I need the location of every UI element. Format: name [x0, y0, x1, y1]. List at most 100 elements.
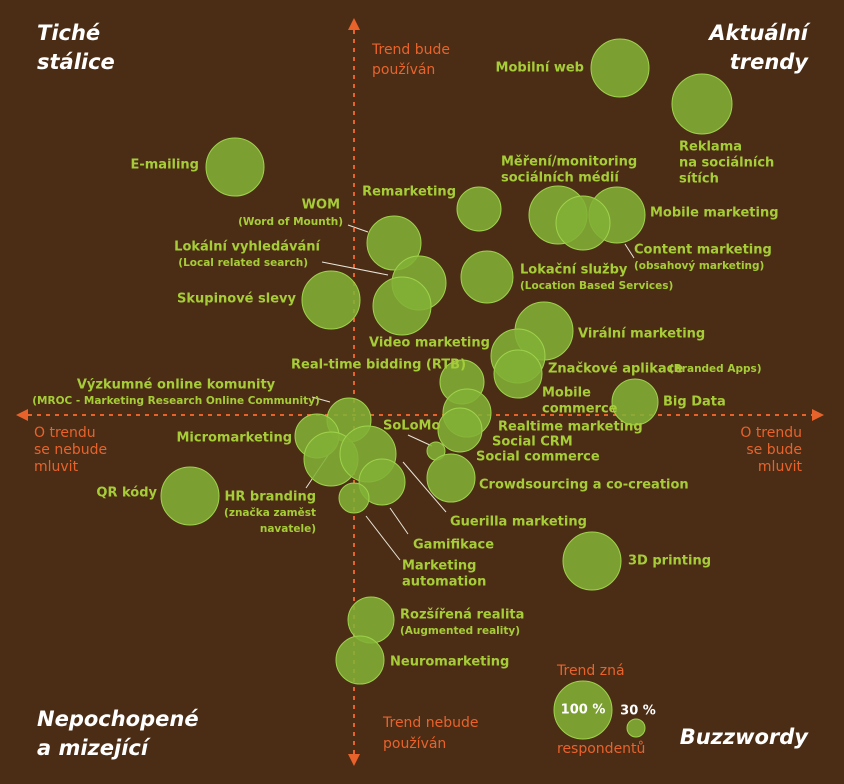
arrow-down: [348, 754, 360, 766]
node-label: Neuromarketing: [390, 655, 509, 670]
node-label: HR branding: [225, 490, 316, 505]
node-note: (MROC - Marketing Research Online Commun…: [32, 395, 320, 407]
node-note: (Branded Apps): [669, 363, 762, 375]
arrow-right: [812, 409, 824, 421]
node-note: (Word of Mounth): [238, 216, 343, 228]
axis-label: Trend nebude: [382, 715, 479, 731]
node-label: Marketing: [402, 559, 476, 574]
node-note: (Location Based Services): [520, 280, 673, 292]
bubble: [358, 458, 406, 506]
node-label: na sociálních: [679, 156, 774, 171]
bubble: [205, 137, 265, 197]
leader: [389, 507, 409, 535]
bubble: [335, 635, 385, 685]
bubble: [553, 680, 613, 740]
node-note: navatele): [260, 523, 316, 535]
node-label: Social CRM: [492, 435, 573, 450]
quadrant-label: a mizející: [37, 736, 151, 760]
node-label: Mobile: [542, 386, 591, 401]
bubble: [460, 250, 514, 304]
axis-label: používán: [383, 736, 446, 752]
bubble: [671, 73, 733, 135]
legend-unit: respondentů: [557, 741, 645, 757]
bubble: [626, 718, 646, 738]
node-note: (značka zaměst: [224, 507, 316, 519]
quadrant-label: stálice: [37, 50, 115, 74]
node-label: automation: [402, 575, 486, 590]
axis-label: mluvit: [758, 459, 803, 475]
bubble: [366, 215, 422, 271]
node-label: 3D printing: [628, 554, 711, 569]
node-label: Skupinové slevy: [177, 292, 297, 307]
bubbles: [160, 38, 733, 740]
bubble: [555, 195, 611, 251]
node-note: (obsahový marketing): [634, 260, 764, 272]
node-label: Gamifikace: [413, 538, 494, 553]
leader: [624, 243, 635, 259]
bubble: [160, 466, 220, 526]
leader: [365, 515, 401, 561]
node-label: Video marketing: [369, 336, 490, 351]
bubble: [590, 38, 650, 98]
legend-title: Trend zná: [556, 663, 625, 679]
node-label: Výzkumné online komunity: [77, 378, 276, 393]
node-label: Měření/monitoring: [501, 155, 637, 170]
leader: [402, 461, 447, 513]
bubble: [456, 186, 502, 232]
bubble: [611, 378, 659, 426]
node-label: WOM: [302, 198, 340, 213]
axis-label: používán: [372, 62, 435, 78]
node-label: sociálních médií: [501, 171, 620, 186]
axis-label: O trendu: [34, 425, 96, 441]
axis-label: se nebude: [34, 442, 107, 458]
arrow-up: [348, 18, 360, 30]
bubble: [301, 270, 361, 330]
node-label: Lokační služby: [520, 263, 628, 278]
node-label: Micromarketing: [176, 431, 292, 446]
bubble: [437, 407, 483, 453]
node-label: QR kódy: [96, 486, 157, 501]
node-label: sítích: [679, 172, 719, 187]
quadrant-label: Tiché: [37, 21, 100, 45]
node-label: Rozšířená realita: [400, 608, 524, 623]
node-label: Crowdsourcing a co-creation: [479, 478, 689, 493]
axis-label: mluvit: [34, 459, 79, 475]
legend-large: 100 %: [561, 703, 606, 718]
node-label: commerce: [542, 402, 618, 417]
bubble: [562, 531, 622, 591]
node-label: E-mailing: [130, 158, 199, 173]
leader: [311, 396, 331, 403]
axis-label: Trend bude: [371, 42, 450, 58]
node-label: Mobile marketing: [650, 206, 779, 221]
node-label: Virální marketing: [578, 327, 705, 342]
bubble: [372, 276, 432, 336]
node-label: Content marketing: [634, 243, 772, 258]
arrow-left: [16, 409, 28, 421]
node-label: Realtime marketing: [498, 420, 643, 435]
node-label: Značkové aplikace: [548, 362, 683, 377]
legend-small: 30 %: [620, 704, 656, 719]
node-label: SoLoMo: [383, 419, 440, 434]
node-label: Guerilla marketing: [450, 515, 587, 530]
quadrant-label: Nepochopené: [37, 707, 199, 731]
leader: [407, 434, 433, 447]
quadrant-label: trendy: [730, 50, 810, 74]
bubble: [493, 349, 543, 399]
node-label: Mobilní web: [496, 61, 584, 76]
node-note: (Augmented reality): [400, 625, 520, 637]
node-label: Lokální vyhledávání: [174, 240, 321, 255]
node-label: Reklama: [679, 140, 742, 155]
node-label: Remarketing: [362, 185, 456, 200]
leader: [321, 261, 389, 276]
node-note: (Local related search): [178, 257, 308, 269]
leader: [347, 224, 369, 233]
quadrant-label: Aktuální: [707, 21, 811, 45]
bubble: [338, 482, 370, 514]
bubble: [426, 453, 476, 503]
quadrant-label: Buzzwordy: [680, 725, 810, 749]
axis-label: se bude: [746, 442, 802, 458]
node-label: Big Data: [663, 395, 726, 410]
node-label: Social commerce: [476, 450, 600, 465]
